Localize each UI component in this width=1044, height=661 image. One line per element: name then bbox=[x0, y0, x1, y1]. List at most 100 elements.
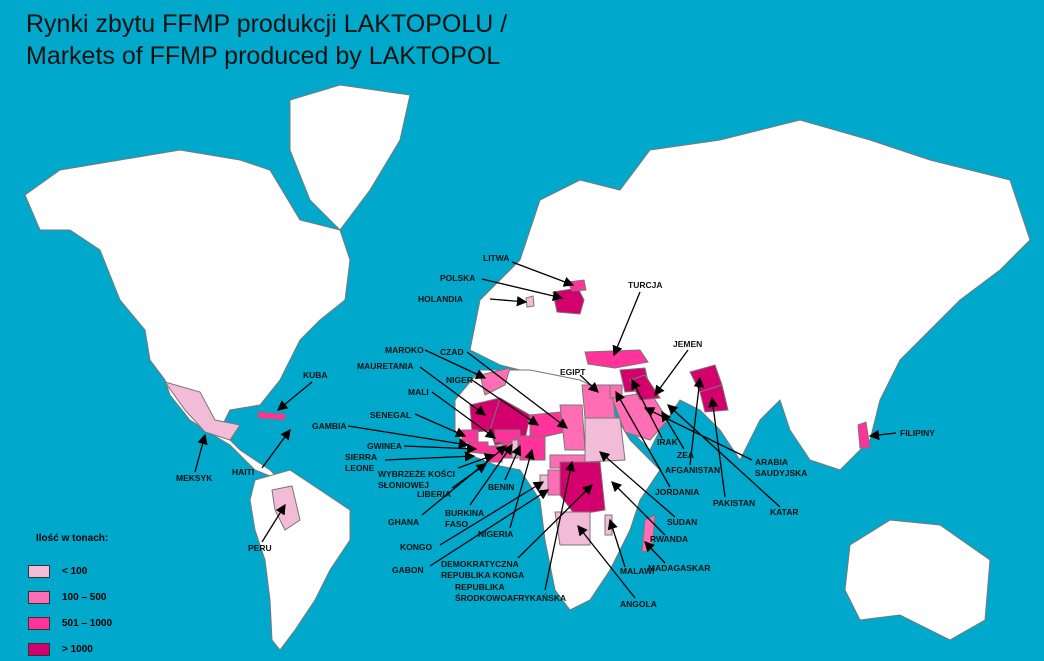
arrow-sudan bbox=[599, 451, 676, 518]
label-sierra-leone-2: LEONE bbox=[345, 463, 375, 473]
map-title: Rynki zbytu FFMP produkcji LAKTOPOLU / M… bbox=[26, 8, 507, 72]
label-egipt: EGIPT bbox=[560, 367, 586, 377]
legend-swatch bbox=[28, 564, 50, 578]
label-rwanda: RWANDA bbox=[650, 534, 689, 544]
arrow-sierra-leone bbox=[384, 451, 476, 462]
legend-swatch bbox=[28, 616, 50, 630]
arrow-mali bbox=[431, 391, 497, 439]
label-jordania: JORDANIA bbox=[655, 487, 700, 497]
label-arabia: ARABIA SAUDYJSKA bbox=[755, 457, 807, 479]
title-line-1: Rynki zbytu FFMP produkcji LAKTOPOLU / bbox=[26, 10, 508, 38]
label-burkina-2: FASO bbox=[445, 519, 469, 529]
legend-item: < 100 bbox=[28, 558, 112, 584]
label-gwinea: GWINEA bbox=[367, 441, 402, 451]
label-drk: DEMOKRATYCZNA REPUBLIKA KONGA bbox=[441, 559, 524, 581]
legend-label: 100 – 500 bbox=[62, 591, 107, 603]
arrow-gambia bbox=[347, 425, 470, 449]
arrow-jemen bbox=[654, 349, 689, 397]
label-turcja: TURCJA bbox=[628, 280, 663, 290]
label-rsa: REPUBLIKA ŚRODKOWOAFRYKAŃSKA bbox=[455, 582, 566, 604]
arrow-malawi bbox=[607, 518, 626, 568]
arrow-senegal bbox=[414, 413, 467, 438]
label-rsa-1: REPUBLIKA bbox=[455, 582, 505, 592]
south-america bbox=[249, 469, 351, 651]
arrow-haiti bbox=[261, 428, 291, 469]
label-sudan: SUDAN bbox=[667, 517, 698, 527]
arrow-polska bbox=[481, 278, 564, 301]
label-nigeria: NIGERIA bbox=[478, 529, 514, 539]
legend-item: 501 – 1000 bbox=[28, 610, 112, 636]
label-angola: ANGOLA bbox=[620, 599, 657, 609]
arrow-arabia bbox=[643, 407, 753, 461]
country-turcja bbox=[584, 349, 649, 369]
label-malawi: MALAWI bbox=[620, 566, 655, 576]
country-filipiny bbox=[857, 421, 871, 449]
arrow-drk bbox=[517, 484, 593, 559]
arrow-jordania bbox=[615, 390, 671, 488]
label-meksyk: MEKSYK bbox=[176, 473, 213, 483]
north-america bbox=[24, 149, 351, 481]
label-arrows bbox=[194, 261, 897, 599]
label-wybrzeze-1: WYBRZEŻE KOŚCI bbox=[378, 469, 455, 479]
label-zea: ZEA bbox=[677, 450, 694, 460]
arrow-peru bbox=[261, 503, 286, 543]
arrow-madagaskar bbox=[644, 541, 666, 564]
arrow-holandia bbox=[489, 296, 528, 307]
arrow-benin bbox=[504, 444, 522, 481]
arrow-gwinea bbox=[403, 443, 478, 454]
label-katar: KATAR bbox=[770, 507, 799, 517]
arrow-maroko bbox=[424, 349, 487, 379]
country-ghana bbox=[501, 439, 513, 459]
label-kuba: KUBA bbox=[303, 370, 328, 380]
legend-swatch bbox=[28, 590, 50, 604]
legend-label: 501 – 1000 bbox=[62, 617, 113, 629]
label-wybrzeze-2: SŁONIOWEJ bbox=[378, 480, 430, 490]
legend-label: < 100 bbox=[62, 565, 88, 577]
legend-title: Ilość w tonach: bbox=[36, 533, 109, 544]
label-afganistan: AFGANISTAN bbox=[665, 465, 721, 475]
label-niger: NIGER bbox=[446, 375, 473, 385]
label-peru: PERU bbox=[248, 543, 272, 553]
label-litwa: LITWA bbox=[483, 253, 510, 263]
country-benin bbox=[511, 439, 519, 459]
arrow-litwa bbox=[511, 261, 575, 287]
label-wybrzeze: WYBRZEŻE KOŚCI SŁONIOWEJ bbox=[378, 469, 455, 491]
label-arabia-2: SAUDYJSKA bbox=[755, 468, 808, 478]
label-jemen: JEMEN bbox=[673, 339, 703, 349]
country-jordania bbox=[609, 384, 623, 399]
label-benin: BENIN bbox=[488, 482, 515, 492]
label-polska: POLSKA bbox=[440, 273, 476, 283]
label-pakistan: PAKISTAN bbox=[713, 498, 756, 508]
country-gwinea bbox=[467, 441, 489, 455]
country-holandia bbox=[525, 295, 535, 308]
label-czad: CZAD bbox=[440, 347, 464, 357]
label-mauretania: MAURETANIA bbox=[357, 361, 414, 371]
label-drk-1: DEMOKRATYCZNA bbox=[441, 559, 519, 569]
country-peru bbox=[271, 485, 301, 531]
arrow-ghana bbox=[421, 445, 508, 516]
label-senegal: SENEGAL bbox=[370, 410, 412, 420]
arrow-angola bbox=[577, 524, 636, 599]
label-madagaskar: MADAGASKAR bbox=[648, 563, 711, 573]
arrow-kongo bbox=[439, 481, 545, 546]
country-meksyk bbox=[163, 381, 241, 441]
legend: Ilość w tonach: < 100 100 – 500 501 – 10… bbox=[28, 533, 112, 661]
label-holandia: HOLANDIA bbox=[418, 294, 463, 304]
label-gambia: GAMBIA bbox=[312, 421, 347, 431]
arrow-egipt bbox=[579, 374, 599, 393]
arrow-pakistan bbox=[708, 396, 726, 498]
country-polska bbox=[552, 287, 585, 315]
legend-label: > 1000 bbox=[62, 643, 93, 655]
greenland bbox=[289, 84, 411, 231]
country-angola bbox=[554, 511, 591, 546]
arrow-nigeria bbox=[509, 448, 535, 529]
arrow-rwanda bbox=[611, 481, 666, 536]
arrow-rsa bbox=[544, 460, 576, 591]
label-filipiny: FILIPINY bbox=[900, 428, 935, 438]
arrow-afganistan bbox=[689, 376, 705, 466]
label-irak: IRAK bbox=[657, 437, 678, 447]
label-ghana: GHANA bbox=[388, 517, 420, 527]
label-maroko: MAROKO bbox=[385, 345, 424, 355]
country-kuba bbox=[257, 411, 286, 421]
